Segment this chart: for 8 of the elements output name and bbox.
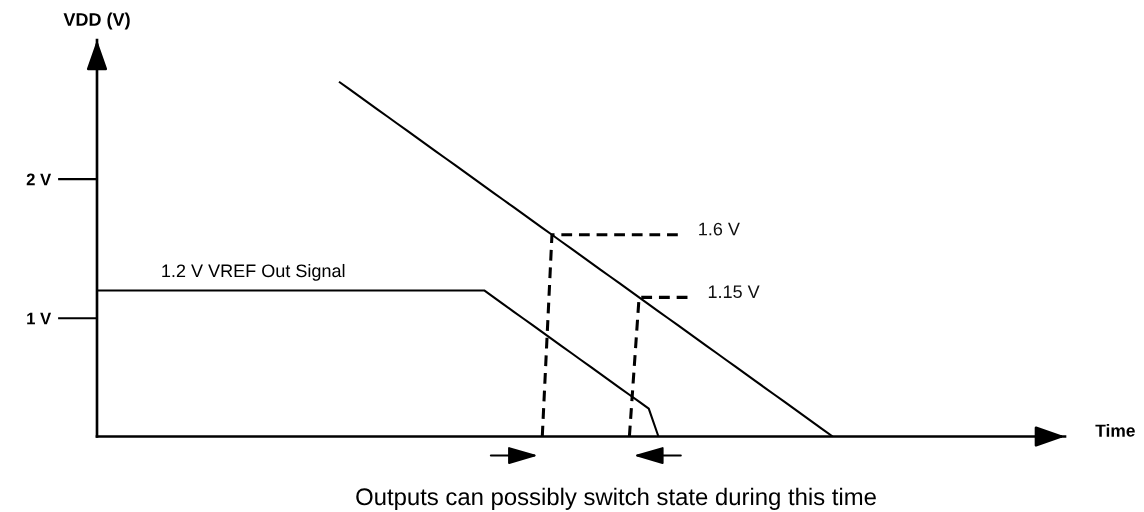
series-label: 1.2 V VREF Out Signal bbox=[162, 263, 345, 281]
text: Outputs can possibly switch state during this time bbox=[356, 487, 876, 510]
y-tick-label: 1 V bbox=[27, 312, 52, 325]
x-axis-title: Time bbox=[1095, 424, 1135, 437]
y-tick-label: 2 V bbox=[26, 173, 52, 186]
y-axis-title: VDD (V) bbox=[63, 12, 130, 30]
data-label: 1.15 V bbox=[708, 285, 760, 299]
data-label: 1.6 V bbox=[699, 222, 740, 236]
